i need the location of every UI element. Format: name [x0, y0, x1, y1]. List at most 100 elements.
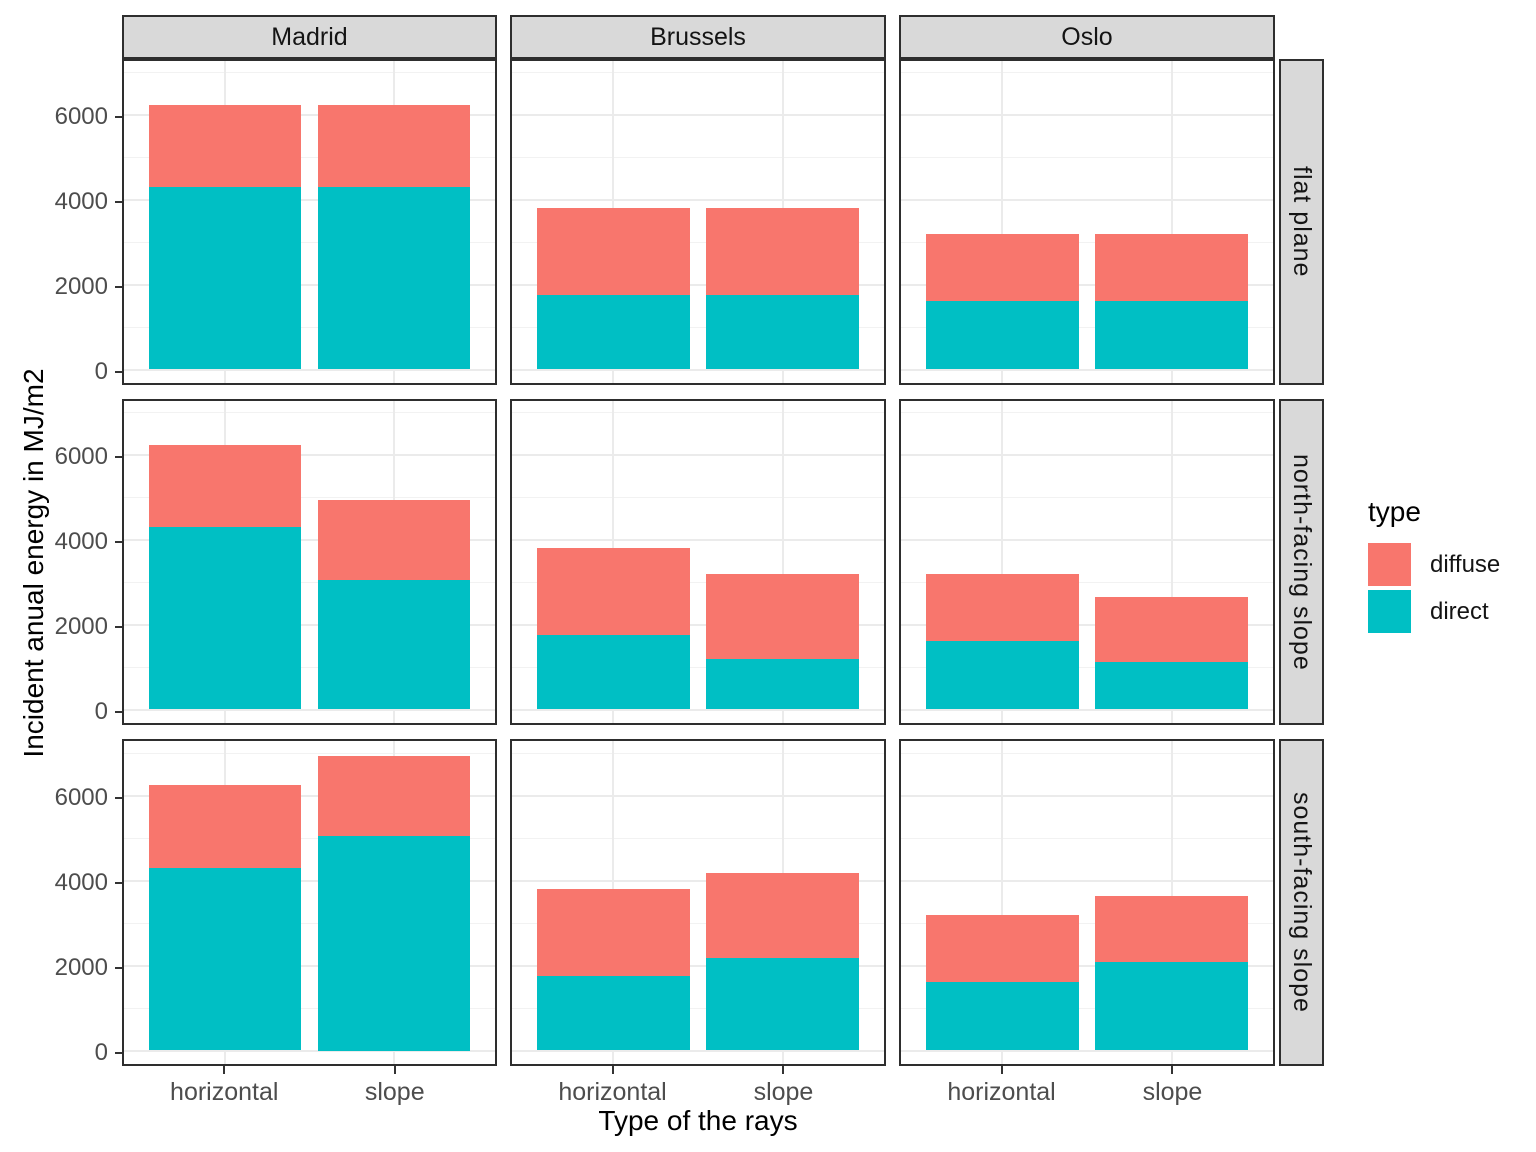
facet-panel: [899, 59, 1275, 385]
gridline-major-y: [124, 453, 495, 456]
gridline-minor-y: [512, 1007, 884, 1009]
x-tick-mark: [782, 1066, 785, 1074]
bar-segment-direct: [317, 835, 470, 1051]
gridline-minor-y: [512, 922, 884, 924]
gridline-major-y: [901, 623, 1273, 626]
gridline-major-y: [901, 283, 1273, 286]
legend-swatch-direct: [1368, 590, 1411, 633]
facet-row-strip: flat plane: [1279, 59, 1324, 385]
y-tick-mark: [115, 710, 122, 713]
gridline-minor-y: [124, 752, 495, 754]
bar-segment-direct: [317, 580, 470, 710]
facet-col-strip: Oslo: [899, 15, 1275, 59]
legend-item-diffuse: diffuse: [1368, 543, 1528, 586]
gridline-minor-y: [901, 496, 1273, 498]
bar-segment-diffuse: [537, 207, 690, 295]
gridline-major-y: [901, 538, 1273, 541]
facet-panel: [510, 399, 886, 725]
gridline-minor-y: [512, 581, 884, 583]
gridline-major-y: [901, 368, 1273, 371]
x-tick-label: slope: [364, 1078, 425, 1106]
bar-segment-diffuse: [149, 445, 302, 528]
gridline-major-y: [901, 453, 1273, 456]
facet-col-strip: Madrid: [122, 15, 497, 59]
facet-row-strip: north-facing slope: [1279, 399, 1324, 725]
gridline-major-y: [901, 708, 1273, 711]
x-tick-mark: [393, 1066, 396, 1074]
gridline-minor-y: [901, 326, 1273, 328]
gridline-minor-y: [901, 156, 1273, 158]
bar-segment-direct: [1095, 662, 1248, 710]
bar-segment-diffuse: [1095, 233, 1248, 302]
x-tick-mark: [1000, 1066, 1003, 1074]
gridline-major-y: [512, 538, 884, 541]
gridline-minor-y: [901, 581, 1273, 583]
y-tick-mark: [115, 966, 122, 969]
x-tick-label: horizontal: [947, 1078, 1056, 1106]
facet-row-strip-label: flat plane: [1288, 166, 1316, 278]
bar-segment-diffuse: [537, 548, 690, 635]
bar-segment-diffuse: [1095, 597, 1248, 663]
bar-segment-diffuse: [926, 573, 1079, 642]
gridline-major-y: [901, 198, 1273, 201]
facet-row-strip: south-facing slope: [1279, 739, 1324, 1066]
y-tick-label: 6000: [54, 442, 108, 470]
facet-col-strip-label: Madrid: [271, 22, 348, 51]
gridline-minor-y: [901, 752, 1273, 754]
y-tick-label: 0: [94, 697, 108, 725]
gridline-minor-y: [901, 241, 1273, 243]
y-tick-label: 4000: [54, 187, 108, 215]
gridline-major-y: [512, 794, 884, 797]
gridline-major-y: [512, 879, 884, 882]
bar-segment-diffuse: [149, 105, 302, 188]
gridline-major-y: [124, 1049, 495, 1052]
gridline-minor-y: [901, 1007, 1273, 1009]
bar-segment-direct: [537, 975, 690, 1051]
bar-segment-direct: [1095, 961, 1248, 1051]
facet-panel: [510, 59, 886, 385]
y-tick-label: 0: [94, 357, 108, 385]
gridline-major-y: [901, 113, 1273, 116]
x-axis-title: Type of the rays: [598, 1105, 798, 1136]
gridline-major-y: [512, 198, 884, 201]
gridline-minor-y: [124, 241, 495, 243]
gridline-major-y: [124, 708, 495, 711]
facet-panel: [899, 399, 1275, 725]
bar-segment-diffuse: [317, 105, 470, 188]
bar-segment-diffuse: [706, 872, 859, 958]
gridline-major-y: [124, 879, 495, 882]
gridline-major-y: [512, 283, 884, 286]
gridline-major-x: [1001, 61, 1004, 383]
x-tick-mark: [1171, 1066, 1174, 1074]
bar-segment-direct: [926, 641, 1079, 710]
y-tick-label: 2000: [54, 612, 108, 640]
gridline-major-y: [124, 113, 495, 116]
y-tick-mark: [115, 115, 122, 118]
bar-segment-diffuse: [706, 207, 859, 295]
gridline-minor-y: [512, 411, 884, 413]
gridline-major-y: [124, 368, 495, 371]
gridline-minor-y: [512, 241, 884, 243]
y-tick-mark: [115, 881, 122, 884]
gridline-minor-y: [124, 922, 495, 924]
gridline-major-y: [124, 198, 495, 201]
bar-segment-direct: [926, 301, 1079, 370]
x-tick-label: slope: [753, 1078, 814, 1106]
gridline-minor-y: [512, 71, 884, 73]
y-tick-mark: [115, 455, 122, 458]
bar-segment-diffuse: [149, 785, 302, 869]
gridline-major-y: [901, 879, 1273, 882]
bar-segment-diffuse: [706, 574, 859, 660]
gridline-major-x: [1001, 741, 1004, 1064]
bar-segment-diffuse: [1095, 895, 1248, 962]
gridline-minor-y: [124, 496, 495, 498]
gridline-minor-y: [124, 411, 495, 413]
bar-segment-direct: [317, 187, 470, 370]
gridline-major-y: [512, 113, 884, 116]
y-tick-mark: [115, 796, 122, 799]
facet-panel: [899, 739, 1275, 1066]
bar-segment-direct: [926, 982, 1079, 1051]
gridline-major-x: [1170, 401, 1173, 723]
y-axis-title: Incident anual energy in MJ/m2: [18, 368, 49, 758]
gridline-major-y: [124, 964, 495, 967]
